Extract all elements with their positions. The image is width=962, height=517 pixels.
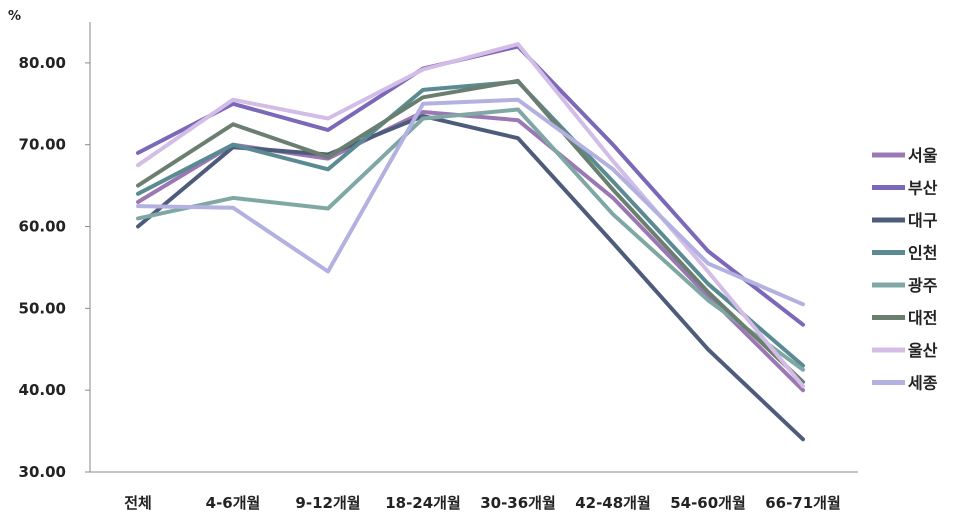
- x-tick-label: 30-36개월: [480, 494, 556, 512]
- y-axis-label: %: [8, 9, 21, 24]
- x-tick-label: 42-48개월: [575, 494, 651, 512]
- legend-label: 부산: [908, 179, 938, 198]
- legend-label: 대구: [908, 211, 938, 230]
- series-line-4: [136, 79, 805, 368]
- series-line-7: [136, 42, 805, 389]
- x-tick-label: 54-60개월: [670, 494, 746, 512]
- series-line-1: [136, 110, 805, 393]
- y-tick-label: 70.00: [19, 136, 66, 154]
- legend-label: 울산: [908, 341, 938, 360]
- y-tick-label: 30.00: [19, 463, 66, 481]
- x-tick-label: 9-12개월: [295, 494, 360, 512]
- x-tick-label: 66-71개월: [765, 494, 841, 512]
- y-tick-label: 50.00: [19, 299, 66, 317]
- series-line-8: [136, 97, 805, 307]
- y-tick-label: 40.00: [19, 381, 66, 399]
- series-line-6: [136, 78, 805, 384]
- x-tick-label: 전체: [124, 494, 152, 512]
- y-tick-label: 80.00: [19, 54, 66, 72]
- series-layer: [136, 42, 805, 442]
- series-line-5: [136, 107, 805, 372]
- legend-label: 세종: [908, 374, 938, 393]
- legend-label: 서울: [908, 146, 938, 165]
- y-tick-label: 60.00: [19, 218, 66, 236]
- x-tick-label: 18-24개월: [385, 494, 461, 512]
- x-axis: 전체 4-6개월 9-12개월 18-24개월 30-36개월 42-48개월 54-60개…: [90, 471, 858, 512]
- legend-label: 광주: [908, 276, 938, 295]
- y-axis: 30.00 40.00 50.00 60.00 70.00 80.00: [19, 22, 91, 481]
- legend-label: 인천: [908, 244, 937, 263]
- legend-label: 대전: [908, 309, 937, 328]
- x-tick-label: 4-6개월: [206, 494, 261, 512]
